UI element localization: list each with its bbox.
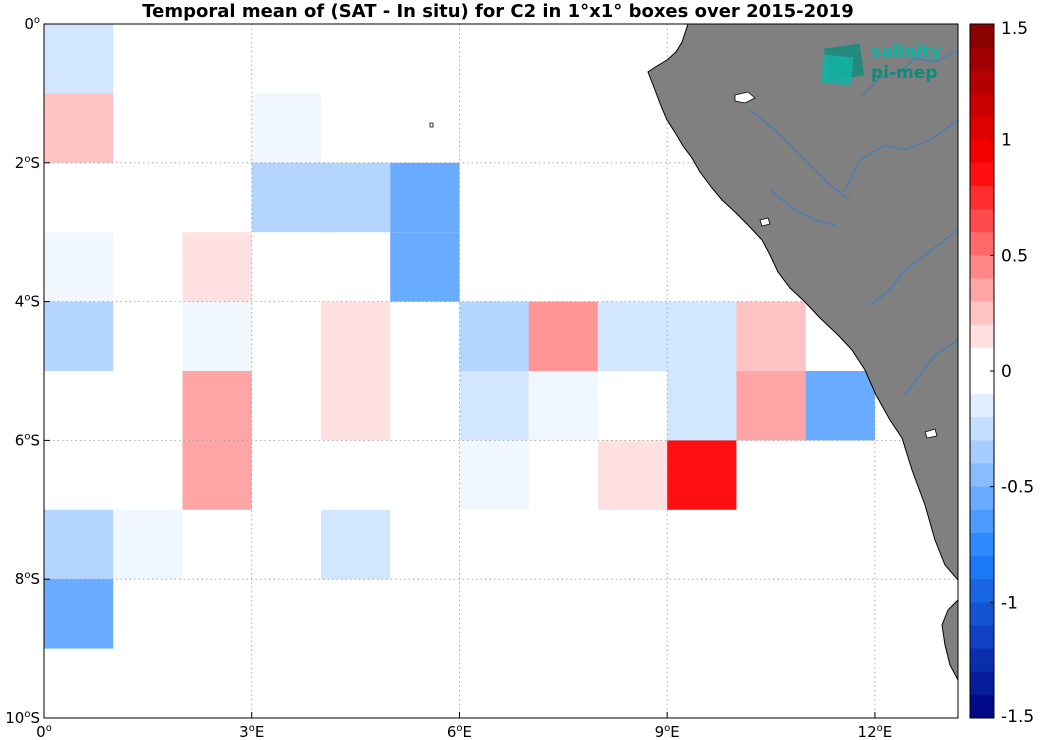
data-cell [44, 301, 114, 371]
y-tick-label: 10oS [5, 709, 40, 727]
data-cell [320, 371, 391, 441]
data-cell [251, 93, 321, 163]
colorbar-tick-label: 1 [1001, 131, 1012, 151]
colorbar: 1.5 1 0.5 0 -0.5 -1 -1.5 [969, 19, 1034, 727]
data-cell [459, 371, 529, 441]
islands [734, 91, 938, 439]
land-mass [429, 23, 959, 681]
data-cell [667, 371, 737, 441]
colorbar-block [970, 162, 994, 187]
colorbar-block [970, 47, 994, 71]
data-cell [805, 371, 875, 441]
small-island [429, 122, 434, 128]
x-axis-ticks: 0o 3oE 6oE 9oE 12oE [36, 712, 892, 740]
data-cell [113, 509, 183, 580]
data-cell [44, 93, 114, 163]
data-cell [667, 301, 737, 371]
data-cell [736, 371, 806, 441]
colorbar-block [970, 440, 994, 465]
y-tick-label: 8oS [15, 570, 40, 588]
colorbar-block [970, 24, 994, 48]
colorbar-block [970, 671, 994, 696]
colorbar-block [970, 139, 994, 164]
data-cell [528, 371, 598, 441]
map-area: salinity pi-mep [43, 23, 959, 719]
colorbar-block [970, 579, 994, 603]
colorbar-block [970, 694, 994, 719]
colorbar-block [970, 463, 994, 488]
colorbar-block [970, 93, 994, 118]
data-cell [182, 301, 252, 371]
colorbar-block [970, 278, 994, 303]
x-tick-label: 12oE [858, 723, 893, 740]
data-cells [44, 24, 875, 649]
coastline [647, 23, 959, 582]
data-cell [251, 162, 321, 233]
colorbar-block [970, 532, 994, 557]
logo-square-front [820, 54, 854, 86]
logo-text-salinity: salinity [871, 42, 941, 62]
rivers [749, 49, 959, 396]
colorbar-tick-label: 0 [1001, 362, 1012, 382]
data-cell [44, 24, 114, 94]
colorbar-block [970, 648, 994, 673]
data-cell [736, 301, 806, 371]
colorbar-tick-label: -1 [1001, 593, 1018, 613]
salinity-pimep-logo: salinity pi-mep [820, 42, 941, 86]
colorbar-ticks: 1.5 1 0.5 0 -0.5 -1 -1.5 [990, 19, 1034, 727]
colorbar-block [970, 347, 994, 372]
logo-text-pimep: pi-mep [871, 63, 937, 83]
map-title: Temporal mean of (SAT - In situ) for C2 … [142, 1, 853, 22]
data-cell [44, 232, 114, 302]
colorbar-block [970, 556, 994, 580]
colorbar-block [970, 232, 994, 256]
colorbar-block [970, 602, 994, 626]
colorbar-tick-label: -0.5 [1001, 478, 1034, 498]
data-cell [390, 162, 460, 233]
colorbar-tick-label: 0.5 [1001, 246, 1028, 266]
x-tick-label: 9oE [655, 723, 680, 740]
data-cell [459, 440, 529, 510]
data-cell [667, 440, 737, 510]
colorbar-block [970, 486, 994, 511]
data-cell [182, 440, 252, 510]
colorbar-block [970, 324, 994, 349]
y-tick-label: 2oS [15, 154, 40, 172]
x-tick-label: 3oE [239, 723, 264, 740]
colorbar-block [970, 625, 994, 650]
data-cell [320, 301, 391, 371]
data-cell [320, 162, 391, 233]
colorbar-block [970, 116, 994, 141]
y-tick-label: 4oS [15, 293, 40, 311]
colorbar-block [970, 509, 994, 534]
data-cell [44, 579, 114, 649]
data-cell [182, 232, 252, 302]
x-tick-label: 6oE [447, 723, 472, 740]
colorbar-block [970, 394, 994, 418]
data-cell [459, 301, 529, 371]
data-cell [320, 509, 391, 580]
colorbar-tick-label: 1.5 [1001, 19, 1028, 39]
data-cell [182, 371, 252, 441]
colorbar-block [970, 417, 994, 441]
colorbar-block [970, 185, 994, 210]
colorbar-blocks [970, 24, 994, 719]
y-tick-label: 6oS [15, 431, 40, 449]
data-cell [390, 232, 460, 302]
colorbar-block [970, 371, 994, 395]
colorbar-block [970, 301, 994, 326]
colorbar-tick-label: -1.5 [1001, 707, 1034, 727]
colorbar-block [970, 209, 994, 233]
colorbar-block [970, 255, 994, 279]
map-frame [43, 23, 959, 719]
data-cell [528, 301, 598, 371]
data-cell [44, 509, 114, 580]
y-axis-ticks: 0o 2oS 4oS 6oS 8oS 10oS [5, 15, 50, 727]
y-tick-label: 0o [24, 15, 40, 33]
data-cell [597, 440, 668, 510]
data-cell [597, 301, 668, 371]
colorbar-block [970, 70, 994, 94]
